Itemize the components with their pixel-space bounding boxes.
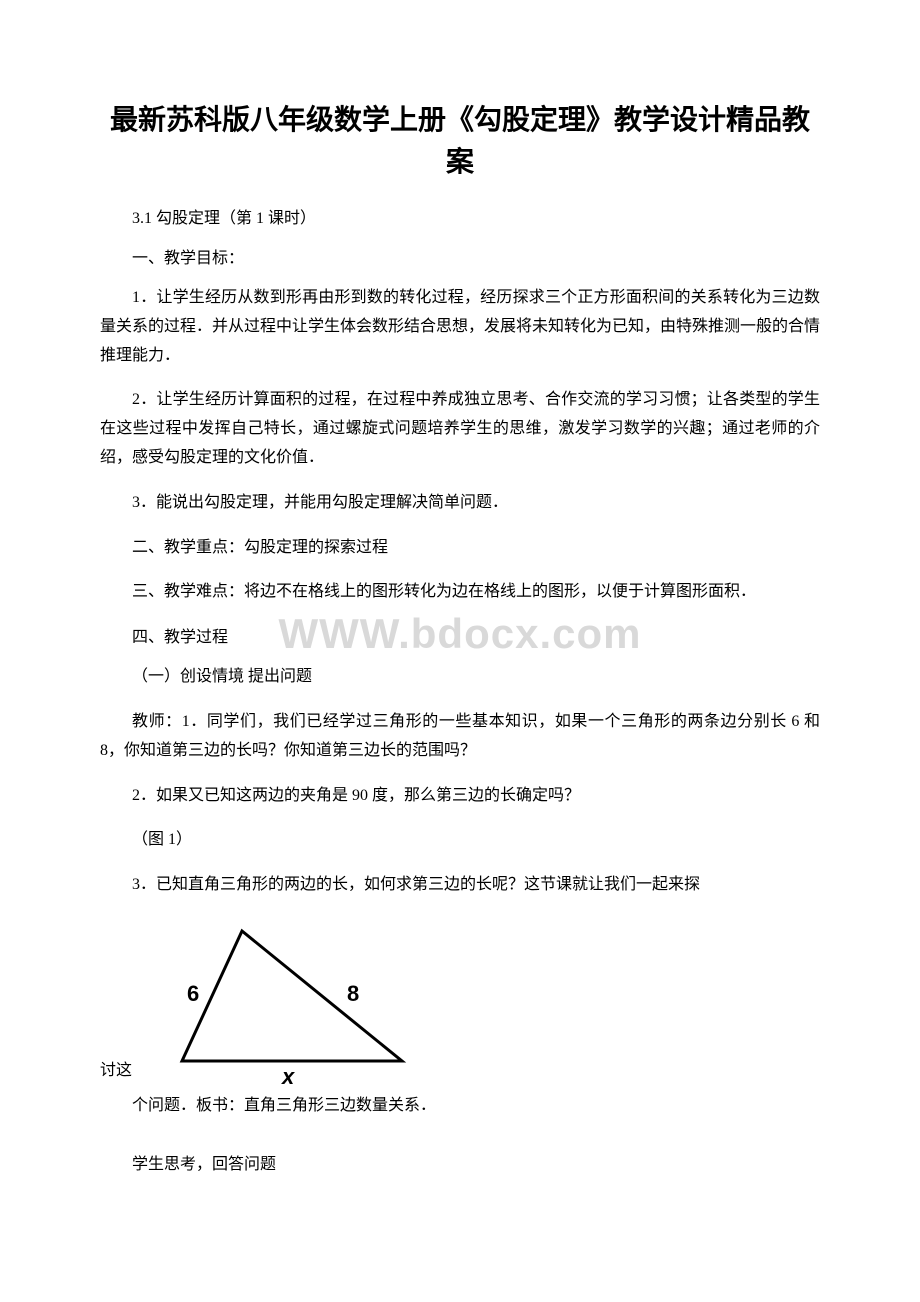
triangle-shape [182,931,402,1061]
document-title: 最新苏科版八年级数学上册《勾股定理》教学设计精品教案 [100,100,820,184]
triangle-label-6: 6 [187,981,199,1006]
goal-1: 1．让学生经历从数到形再由形到数的转化过程，经历探求三个正方形面积间的关系转化为… [100,284,820,370]
section-1-header: 一、教学目标： [100,244,820,268]
board-write: 个问题．板书：直角三角形三边数量关系． [100,1092,820,1121]
triangle-label-8: 8 [347,981,359,1006]
teacher-q3: 3．已知直角三角形的两边的长，如何求第三边的长呢？这节课就让我们一起来探 [100,871,820,900]
lesson-subtitle: 3.1 勾股定理（第 1 课时） [100,204,820,228]
student-think: 学生思考，回答问题 [100,1151,820,1180]
document-content: 最新苏科版八年级数学上册《勾股定理》教学设计精品教案 3.1 勾股定理（第 1 … [100,100,820,1180]
triangle-figure-row: 讨这 6 8 x [100,916,820,1086]
triangle-label-x: x [281,1064,295,1086]
figure-1-label: （图 1） [100,826,820,855]
section-3: 三、教学难点：将边不在格线上的图形转化为边在格线上的图形，以便于计算图形面积． [100,578,820,607]
teacher-q2: 2．如果又已知这两边的夹角是 90 度，那么第三边的长确定吗？ [100,782,820,811]
inline-continue-text: 讨这 [100,1057,132,1086]
section-2: 二、教学重点：勾股定理的探索过程 [100,534,820,563]
teacher-q1: 教师：1．同学们，我们已经学过三角形的一些基本知识，如果一个三角形的两条边分别长… [100,708,820,766]
subsection-4-1: （一）创设情境 提出问题 [100,663,820,692]
section-4-header: 四、教学过程 [100,623,820,647]
triangle-diagram: 6 8 x [162,916,422,1086]
goal-2: 2．让学生经历计算面积的过程，在过程中养成独立思考、合作交流的学习习惯；让各类型… [100,386,820,472]
goal-3: 3．能说出勾股定理，并能用勾股定理解决简单问题． [100,489,820,518]
